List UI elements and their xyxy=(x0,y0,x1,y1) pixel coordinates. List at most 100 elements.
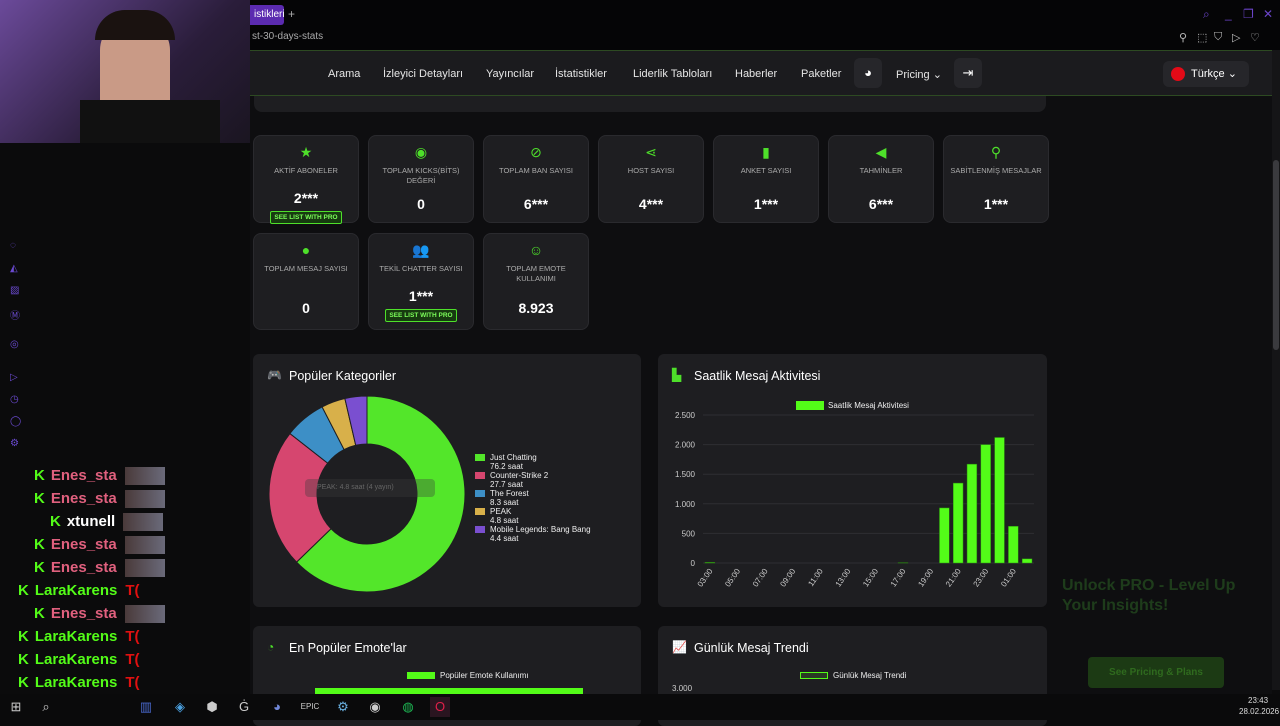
shield-icon[interactable]: ⛉ xyxy=(1214,31,1222,44)
opera-icon[interactable]: O xyxy=(430,697,450,717)
scrollbar-thumb[interactable] xyxy=(1273,160,1279,350)
discord-button[interactable]: ◕ xyxy=(854,58,882,88)
search-icon[interactable]: ⌕ xyxy=(1203,7,1210,22)
emote-icon: T( xyxy=(125,628,139,645)
app-icon: ◭ xyxy=(10,263,18,274)
stat-card: ◀ TAHMİNLER 6*** xyxy=(828,135,934,223)
stat-label: AKTİF ABONELER xyxy=(254,166,358,186)
nav-arama[interactable]: Arama xyxy=(328,68,360,80)
legend-swatch xyxy=(475,490,485,497)
legend-label: Popüler Emote Kullanımı xyxy=(440,671,529,680)
see-list-pro-button[interactable]: SEE LIST WITH PRO xyxy=(385,309,456,322)
stat-value: 4*** xyxy=(599,196,703,212)
chat-username: Enes_sta xyxy=(51,467,117,484)
emote-icon: T( xyxy=(125,674,139,691)
obs-icon[interactable]: ◉ xyxy=(365,697,385,717)
nav-istatistikler[interactable]: İstatistikler xyxy=(555,68,607,80)
app-icon[interactable]: ◈ xyxy=(170,697,190,717)
bar[interactable] xyxy=(981,445,991,563)
login-button[interactable]: ⇥ xyxy=(954,58,982,88)
star-icon: ★ xyxy=(254,144,358,162)
logitech-icon[interactable]: Ġ xyxy=(234,697,254,717)
users-icon: 👥 xyxy=(369,242,473,260)
bar[interactable] xyxy=(939,508,949,563)
bar[interactable] xyxy=(995,437,1005,563)
bar[interactable] xyxy=(1008,526,1018,563)
close-icon[interactable]: ✕ xyxy=(1263,7,1273,21)
chat-username: Enes_sta xyxy=(51,490,117,507)
webcam-overlay xyxy=(0,0,253,143)
pin-icon: ⚲ xyxy=(944,144,1048,162)
stat-value: 0 xyxy=(369,196,473,212)
legend-label: PEAK xyxy=(490,507,511,516)
bar[interactable] xyxy=(967,464,977,563)
app-icon[interactable]: ⬢ xyxy=(202,697,222,717)
legend-label: Mobile Legends: Bang Bang xyxy=(490,525,591,534)
stat-value: 1*** xyxy=(369,288,473,304)
x-tick-label: 21:00 xyxy=(944,567,963,589)
steam-icon[interactable]: ⚙ xyxy=(333,697,353,717)
nav-liderlik-tablolari[interactable]: Liderlik Tabloları xyxy=(633,68,712,80)
y-tick-label: 500 xyxy=(682,529,696,538)
nav-izleyici-detaylari[interactable]: İzleyici Detayları xyxy=(383,68,463,80)
bar[interactable] xyxy=(1022,559,1032,563)
see-pricing-button[interactable]: See Pricing & Plans xyxy=(1088,657,1224,688)
y-tick-label: 1.000 xyxy=(675,500,696,509)
stat-label: SABİTLENMİŞ MESAJLAR xyxy=(944,166,1048,186)
top-navigation: Arama İzleyici Detayları Yayıncılar İsta… xyxy=(250,50,1272,96)
stat-card: ★ AKTİF ABONELER 2***SEE LIST WITH PRO xyxy=(253,135,359,223)
bar[interactable] xyxy=(953,483,963,563)
app-icon[interactable]: ▥ xyxy=(136,697,156,717)
stat-card: 👥 TEKİL CHATTER SAYISI 1*** SEE LIST WITH… xyxy=(368,233,474,330)
kick-badge-icon: K xyxy=(18,628,29,645)
language-selector[interactable]: Türkçe ⌄ xyxy=(1163,61,1249,87)
search-icon[interactable]: ⌕ xyxy=(36,697,56,717)
emote-icon xyxy=(125,536,165,554)
legend-label: Counter-Strike 2 xyxy=(490,471,548,480)
windows-start-icon[interactable]: ⊞ xyxy=(6,697,26,717)
pin-icon[interactable]: ⚲ xyxy=(1179,31,1187,44)
heart-icon[interactable]: ♡ xyxy=(1250,31,1260,44)
browser-tab[interactable]: istikleri xyxy=(250,5,284,25)
nav-haberler[interactable]: Haberler xyxy=(735,68,777,80)
epic-games-icon[interactable]: EPIC xyxy=(300,697,320,717)
y-tick-label: 1.500 xyxy=(675,470,696,479)
bar[interactable] xyxy=(705,562,715,563)
new-tab-icon[interactable]: + xyxy=(288,7,295,21)
x-tick-label: 07:00 xyxy=(751,567,770,589)
stat-card: ⚲ SABİTLENMİŞ MESAJLAR 1*** xyxy=(943,135,1049,223)
stat-value: 6*** xyxy=(829,196,933,212)
play-icon: ▷ xyxy=(10,372,18,383)
discord-icon[interactable]: ◕ xyxy=(267,697,287,717)
page-scrollbar[interactable] xyxy=(1272,50,1280,690)
chat-username: xtunell xyxy=(67,513,115,530)
restore-icon[interactable]: ❐ xyxy=(1243,7,1254,21)
spotify-icon[interactable]: ◍ xyxy=(398,697,418,717)
line-chart-icon: 📈 xyxy=(672,640,687,654)
stat-label: TEKİL CHATTER SAYISI xyxy=(369,264,473,284)
x-tick-label: 03:00 xyxy=(696,567,715,589)
x-tick-label: 15:00 xyxy=(861,567,880,589)
pricing-dropdown[interactable]: Pricing ⌄ xyxy=(896,68,942,81)
address-bar[interactable]: st-30-days-stats xyxy=(252,31,323,42)
see-list-pro-button[interactable]: SEE LIST WITH PRO xyxy=(270,211,341,224)
minimize-icon[interactable]: _ xyxy=(1225,7,1232,21)
nav-yayincilar[interactable]: Yayıncılar xyxy=(486,68,534,80)
play-icon[interactable]: ▷ xyxy=(1232,31,1240,44)
streamer-hair xyxy=(95,10,175,40)
nav-paketler[interactable]: Paketler xyxy=(801,68,841,80)
screenshot-icon[interactable]: ⬚ xyxy=(1197,31,1207,44)
chevron-down-icon: ⌄ xyxy=(1228,68,1237,80)
language-label: Türkçe xyxy=(1191,68,1225,80)
daily-legend: Günlük Mesaj Trendi xyxy=(800,671,906,680)
